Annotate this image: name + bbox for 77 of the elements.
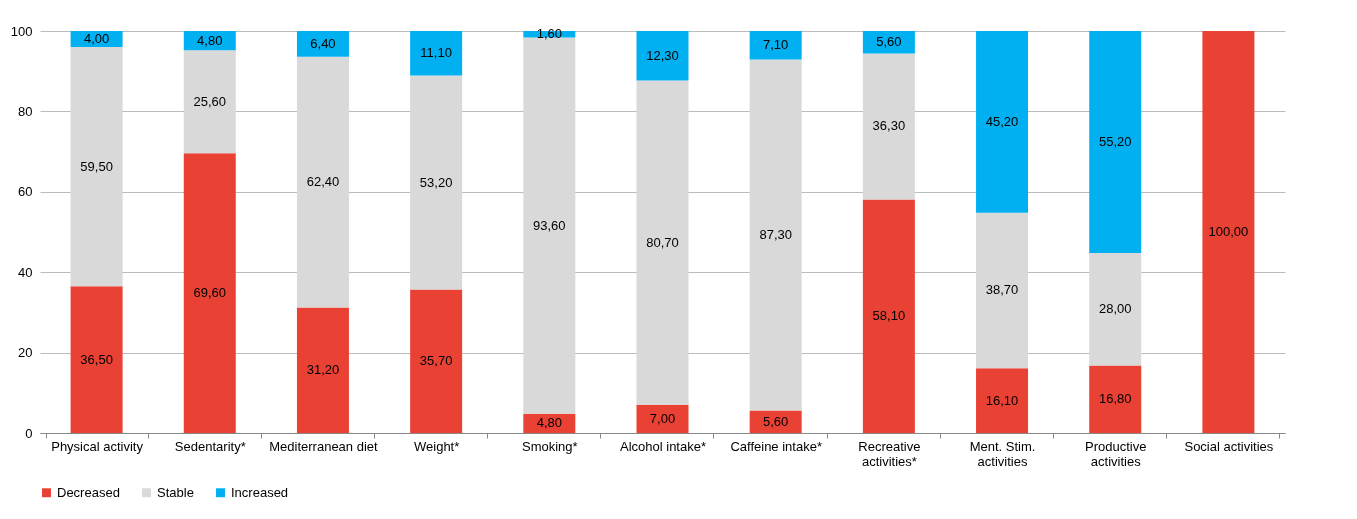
data-label: 12,30	[646, 47, 679, 63]
data-label: 59,50	[80, 158, 113, 174]
data-label: 31,20	[306, 362, 340, 378]
legend-label: Stable	[157, 484, 194, 500]
bar	[410, 31, 463, 76]
data-label: 4,00	[83, 31, 110, 47]
x-tick-label: Sedentarity*	[174, 438, 246, 454]
data-label: 5,60	[763, 413, 789, 429]
y-tick-label: 40	[18, 264, 33, 280]
bar	[1089, 365, 1142, 433]
bar	[296, 56, 349, 308]
x-tick-label: Alcohol intake*	[620, 438, 706, 454]
data-label: 35,70	[419, 353, 453, 369]
data-label: 28,00	[1098, 301, 1132, 317]
data-label: 4,80	[197, 32, 223, 48]
x-tick-label: Physical activity	[51, 438, 144, 454]
y-tick-label: 80	[18, 103, 33, 119]
bar	[296, 31, 349, 57]
x-tick-label: Ment. Stim. activities	[969, 438, 1036, 469]
bar	[70, 286, 123, 433]
data-label: 53,20	[419, 174, 453, 190]
bar	[976, 31, 1029, 213]
bar	[862, 31, 915, 54]
data-label: 25,60	[193, 93, 227, 109]
y-tick-label: 20	[18, 345, 33, 361]
data-label: 36,30	[872, 118, 906, 134]
x-tick-label: Smoking*	[522, 438, 578, 454]
bar	[862, 53, 915, 200]
bar	[749, 410, 802, 433]
data-label: 45,20	[985, 113, 1019, 129]
legend-label: Decreased	[57, 484, 120, 500]
data-label: 100,00	[1208, 224, 1249, 239]
data-label: 4,80	[536, 415, 562, 431]
bar	[1202, 31, 1255, 433]
bar	[1089, 31, 1142, 253]
bar	[749, 59, 802, 411]
data-label: 58,10	[872, 308, 906, 324]
bar	[410, 75, 463, 290]
bar	[976, 368, 1029, 433]
y-tick-label: 0	[25, 425, 33, 441]
bar	[70, 47, 123, 287]
data-label: 16,10	[985, 392, 1019, 408]
data-label: 62,40	[306, 174, 340, 190]
y-tick-label: 60	[18, 184, 33, 200]
data-label: 6,40	[310, 35, 336, 51]
bar	[862, 199, 915, 433]
data-label: 93,60	[533, 217, 566, 233]
data-label: 87,30	[759, 227, 792, 243]
bar	[183, 50, 236, 154]
bar	[1089, 252, 1142, 366]
data-label: 7,00	[649, 410, 676, 426]
bar	[636, 31, 689, 81]
x-tick-label: Mediterranean diet	[269, 438, 379, 454]
x-tick-label: Recreative activities*	[858, 438, 921, 469]
x-tick-label: Social activities	[1184, 438, 1274, 454]
data-label: 55,20	[1098, 133, 1132, 149]
bar	[410, 289, 463, 433]
bar	[749, 31, 802, 60]
data-label: 7,10	[763, 37, 789, 53]
bar	[636, 80, 689, 405]
data-label: 16,80	[1098, 391, 1132, 407]
data-label: 69,60	[193, 285, 227, 301]
data-label: 36,50	[80, 351, 113, 367]
data-label: 1,60	[536, 26, 562, 42]
legend-label: Increased	[231, 484, 289, 500]
x-tick-label: Productive activities	[1085, 438, 1147, 469]
bar	[976, 212, 1029, 369]
bar	[183, 153, 236, 433]
y-tick-label: 100	[10, 23, 33, 39]
data-label: 80,70	[646, 234, 679, 250]
data-label: 5,60	[876, 34, 902, 50]
data-label: 38,70	[985, 282, 1019, 298]
x-tick-label: Weight*	[413, 438, 460, 454]
bar	[636, 404, 689, 433]
x-tick-label: Caffeine intake*	[730, 438, 822, 454]
data-label: 11,10	[420, 45, 452, 61]
bar	[296, 307, 349, 433]
